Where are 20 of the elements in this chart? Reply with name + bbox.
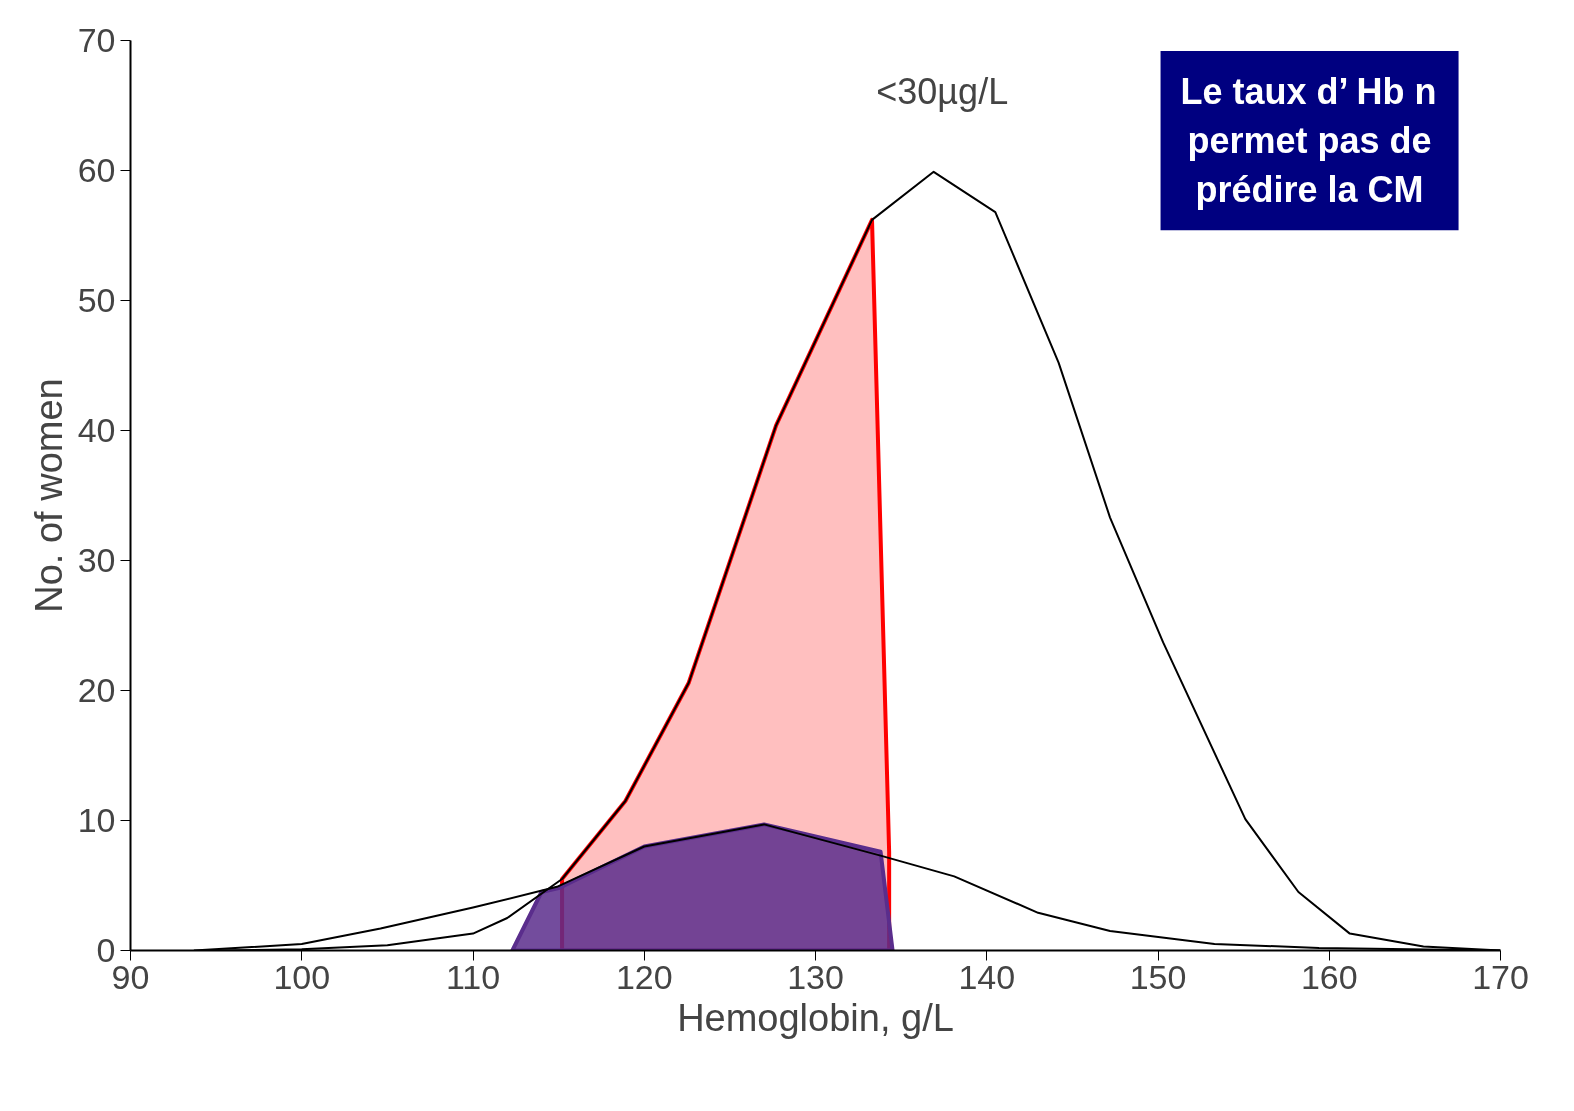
annotation: <30µg/L [876,71,1009,112]
annotation: Le taux d’ Hb n permet pas de prédire la CM [1180,70,1437,211]
x-tick-label: 160 [1300,957,1358,996]
x-tick-label: 170 [1472,957,1529,996]
x-tick-label: 120 [615,957,673,996]
y-tick-label: 10 [77,801,116,839]
x-tick-label: 110 [445,957,501,996]
x-tick-label: 100 [273,957,331,996]
x-axis-title: Hemoglobin, g/L [677,996,954,1039]
y-tick-label: 70 [77,21,116,59]
y-tick-label: 60 [77,151,116,189]
x-tick-label: 140 [958,957,1016,996]
y-tick-label: 0 [96,931,116,969]
x-tick-label: 130 [787,957,844,996]
y-tick-label: 20 [77,671,116,709]
x-tick-label: 150 [1129,957,1187,996]
y-axis-title: No. of women [27,378,70,613]
y-tick-label: 40 [77,411,116,449]
y-tick-label: 50 [77,281,116,319]
y-tick-label: 30 [77,541,116,579]
